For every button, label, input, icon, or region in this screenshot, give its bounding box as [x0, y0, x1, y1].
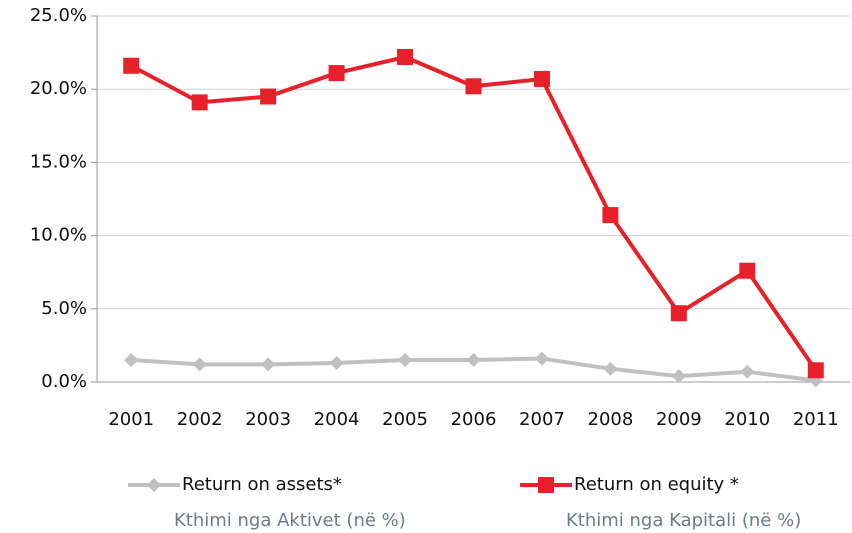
point — [328, 65, 345, 82]
x-tick-label: 2007 — [519, 409, 565, 430]
point — [191, 94, 208, 111]
point — [603, 361, 618, 376]
point — [602, 207, 619, 224]
point — [807, 362, 824, 379]
x-tick-label: 2008 — [588, 409, 634, 430]
point — [670, 305, 687, 322]
point — [739, 262, 756, 279]
x-tick-label: 2004 — [314, 409, 360, 430]
series-line — [130, 54, 818, 372]
point — [465, 78, 482, 95]
point — [124, 353, 139, 368]
legend-label: Return on equity * — [574, 474, 739, 495]
y-tick-label: 5.0% — [41, 298, 87, 319]
legend-marker — [538, 477, 554, 493]
point — [261, 357, 276, 372]
y-tick-label: 25.0% — [30, 5, 87, 26]
point — [397, 48, 414, 65]
point — [466, 353, 481, 368]
point — [533, 70, 550, 87]
y-tick-label: 20.0% — [30, 78, 87, 99]
point — [329, 355, 344, 370]
legend-marker — [147, 478, 161, 492]
y-tick-label: 15.0% — [30, 151, 87, 172]
point — [534, 351, 549, 366]
x-tick-label: 2002 — [177, 409, 223, 430]
point — [398, 353, 413, 368]
x-tick-label: 2009 — [656, 409, 702, 430]
x-tick-label: 2001 — [108, 409, 154, 430]
y-tick-label: 10.0% — [30, 225, 87, 246]
point — [123, 57, 140, 74]
x-tick-label: 2005 — [382, 409, 428, 430]
x-tick-label: 2010 — [724, 409, 770, 430]
point — [671, 369, 686, 384]
legend-translation: Kthimi nga Aktivet (në %) — [174, 510, 406, 531]
point — [192, 357, 207, 372]
legend-label: Return on assets* — [182, 474, 342, 495]
y-tick-label: 0.0% — [41, 371, 87, 392]
point — [740, 364, 755, 379]
legend-translation: Kthimi nga Kapitali (në %) — [566, 510, 801, 531]
x-tick-label: 2003 — [245, 409, 291, 430]
x-tick-label: 2011 — [793, 409, 839, 430]
x-tick-label: 2006 — [451, 409, 497, 430]
point — [260, 88, 277, 105]
